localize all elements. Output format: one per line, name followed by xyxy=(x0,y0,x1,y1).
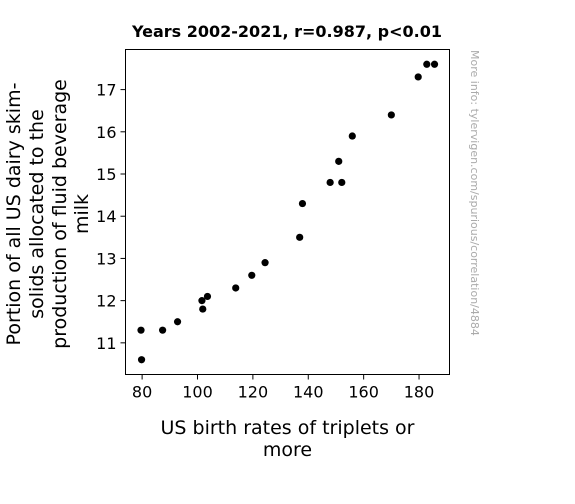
y-axis-title-line: Portion of all US dairy skim- xyxy=(3,83,25,346)
y-tick-label: 11 xyxy=(96,334,116,353)
plot-area-frame xyxy=(125,49,450,375)
x-tick-label: 80 xyxy=(132,383,152,402)
y-tick-label: 13 xyxy=(96,249,116,268)
data-point xyxy=(348,132,356,140)
data-point xyxy=(248,271,256,279)
watermark-text: More info: tylervigen.com/spurious/corre… xyxy=(468,50,481,336)
y-axis-title-line: production of fluid beverage xyxy=(49,79,71,349)
x-tick-label: 140 xyxy=(293,383,324,402)
data-point xyxy=(335,157,343,165)
data-point xyxy=(423,60,431,68)
y-axis-title-line: milk xyxy=(71,194,93,234)
data-point xyxy=(203,292,212,301)
x-tick-label: 120 xyxy=(238,383,269,402)
data-point xyxy=(232,284,240,292)
y-tick-label: 14 xyxy=(96,207,116,226)
data-point xyxy=(387,111,395,119)
x-axis: 80 100 120 140 160 180 xyxy=(132,374,435,402)
x-axis-title-line: US birth rates of triplets or xyxy=(161,417,415,439)
x-axis-title-line: more xyxy=(263,439,312,461)
y-tick-label: 16 xyxy=(96,123,116,142)
data-point xyxy=(173,318,182,326)
x-tick-label: 100 xyxy=(182,383,213,402)
data-point xyxy=(137,326,145,334)
y-axis-title: Portion of all US dairy skim-solids allo… xyxy=(3,79,93,349)
data-point xyxy=(296,233,304,241)
data-point xyxy=(298,199,307,208)
data-points xyxy=(137,60,439,364)
y-tick-label: 15 xyxy=(96,165,116,184)
data-point xyxy=(198,297,206,305)
data-point xyxy=(326,178,334,187)
data-point xyxy=(199,305,207,313)
x-tick-label: 160 xyxy=(348,383,379,402)
data-point xyxy=(338,178,346,187)
data-point xyxy=(430,60,439,68)
chart-title: Years 2002-2021, r=0.987, p<0.01 xyxy=(131,22,442,41)
data-point xyxy=(137,356,146,364)
data-point xyxy=(414,73,422,81)
data-point xyxy=(159,326,167,334)
data-point xyxy=(261,259,269,267)
y-axis-title-line: solids allocated to the xyxy=(26,109,48,319)
x-tick-label: 180 xyxy=(404,383,435,402)
y-tick-label: 12 xyxy=(96,292,116,311)
y-axis: 11 12 13 14 15 16 17 xyxy=(96,81,126,353)
y-tick-label: 17 xyxy=(96,81,116,100)
